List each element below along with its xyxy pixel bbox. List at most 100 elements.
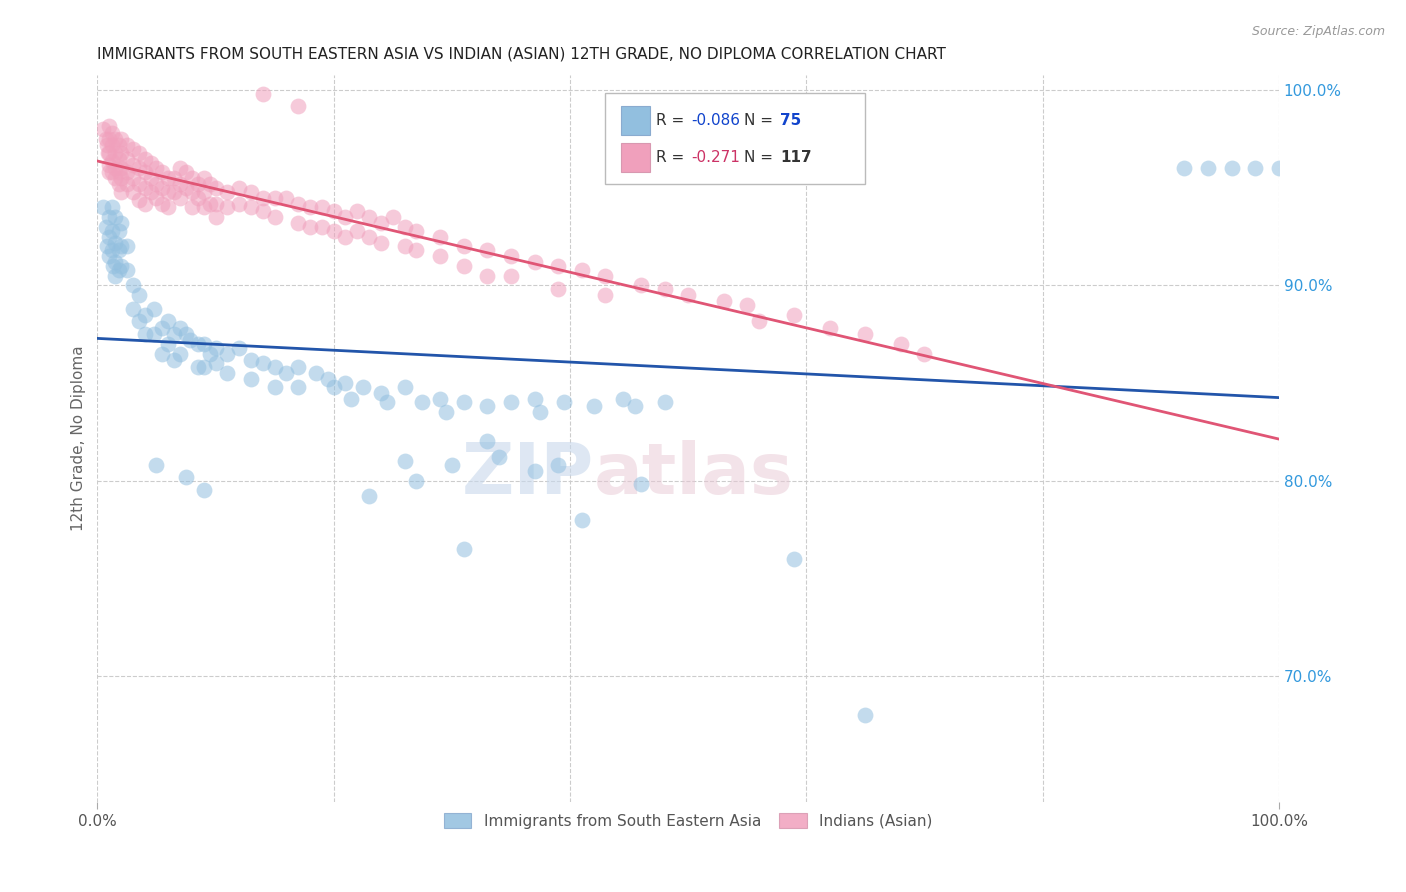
Y-axis label: 12th Grade, No Diploma: 12th Grade, No Diploma: [72, 346, 86, 532]
Point: [134, 181, 156, 195]
Point: [139, 155, 162, 169]
Point: [100, 224, 122, 238]
Point: [150, 347, 173, 361]
Point: [499, 249, 522, 263]
Point: [134, 196, 156, 211]
Point: [434, 405, 457, 419]
Point: [143, 301, 166, 316]
Point: [381, 211, 404, 225]
Point: [299, 201, 322, 215]
Point: [104, 255, 127, 269]
Point: [157, 185, 180, 199]
Point: [204, 211, 226, 225]
Point: [187, 337, 209, 351]
Point: [335, 211, 357, 225]
Point: [370, 235, 392, 250]
Point: [174, 165, 197, 179]
Point: [252, 87, 274, 102]
Point: [115, 165, 138, 179]
Point: [217, 201, 239, 215]
Point: [322, 224, 344, 238]
Point: [163, 185, 186, 199]
Point: [179, 333, 201, 347]
Point: [239, 372, 262, 386]
Point: [150, 196, 173, 211]
Point: [98, 119, 121, 133]
Point: [499, 395, 522, 409]
Point: [523, 255, 546, 269]
Point: [405, 224, 427, 238]
Point: [582, 400, 605, 414]
Point: [429, 392, 451, 406]
Point: [453, 259, 475, 273]
Point: [150, 321, 173, 335]
Point: [853, 327, 876, 342]
Point: [477, 400, 499, 414]
Point: [150, 181, 173, 195]
Text: IMMIGRANTS FROM SOUTH EASTERN ASIA VS INDIAN (ASIAN) 12TH GRADE, NO DIPLOMA CORR: IMMIGRANTS FROM SOUTH EASTERN ASIA VS IN…: [97, 46, 946, 62]
Point: [204, 196, 226, 211]
Point: [193, 337, 215, 351]
Point: [529, 405, 551, 419]
Point: [453, 541, 475, 556]
Legend: Immigrants from South Eastern Asia, Indians (Asian): Immigrants from South Eastern Asia, Indi…: [437, 807, 939, 835]
Point: [217, 347, 239, 361]
Point: [193, 201, 215, 215]
Point: [107, 263, 129, 277]
Point: [145, 161, 167, 176]
Point: [157, 337, 180, 351]
Point: [359, 229, 381, 244]
Point: [547, 458, 569, 472]
Point: [340, 392, 363, 406]
Point: [322, 204, 344, 219]
Point: [193, 483, 215, 498]
Point: [783, 551, 806, 566]
Point: [180, 185, 202, 199]
Point: [547, 259, 569, 273]
Point: [104, 211, 127, 225]
Text: atlas: atlas: [593, 441, 793, 509]
Point: [322, 380, 344, 394]
Point: [134, 165, 156, 179]
Point: [96, 239, 118, 253]
Point: [523, 464, 546, 478]
Point: [98, 211, 121, 225]
Point: [748, 313, 770, 327]
Point: [104, 132, 127, 146]
Point: [110, 171, 132, 186]
Point: [169, 321, 191, 335]
Text: -0.271: -0.271: [692, 150, 741, 165]
Point: [169, 347, 191, 361]
Point: [101, 259, 124, 273]
Point: [193, 171, 215, 186]
Point: [96, 138, 118, 153]
Point: [359, 211, 381, 225]
Point: [139, 171, 162, 186]
Point: [252, 357, 274, 371]
Point: [198, 196, 221, 211]
Point: [228, 181, 250, 195]
Point: [121, 158, 143, 172]
Text: N =: N =: [744, 113, 778, 128]
Point: [115, 263, 138, 277]
Point: [1244, 161, 1267, 176]
Point: [98, 132, 121, 146]
Point: [1268, 161, 1291, 176]
Point: [128, 288, 150, 302]
Point: [654, 282, 676, 296]
Point: [121, 171, 143, 186]
Point: [217, 185, 239, 199]
Point: [139, 185, 162, 199]
Point: [187, 177, 209, 191]
Point: [204, 341, 226, 355]
Point: [128, 161, 150, 176]
Point: [100, 153, 122, 168]
Point: [98, 165, 121, 179]
Point: [523, 392, 546, 406]
Point: [110, 259, 132, 273]
Point: [239, 201, 262, 215]
Point: [193, 360, 215, 375]
Point: [1173, 161, 1195, 176]
Point: [405, 244, 427, 258]
Point: [263, 211, 285, 225]
